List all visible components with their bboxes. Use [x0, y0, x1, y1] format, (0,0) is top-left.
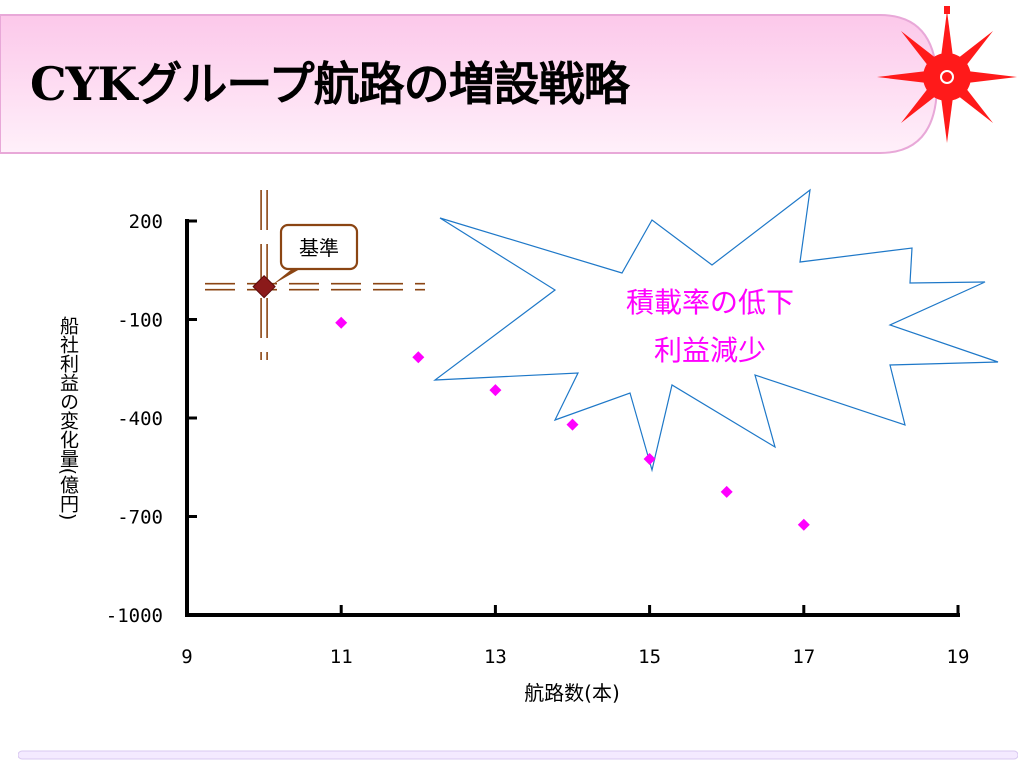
burst-text-line1: 積載率の低下	[626, 286, 794, 319]
x-axis-title: 航路数(本)	[524, 681, 620, 705]
data-point	[335, 316, 348, 329]
x-tick-label: 11	[330, 646, 353, 668]
explosion-callout-shape	[433, 188, 999, 473]
burst-text-line2: 利益減少	[654, 334, 766, 367]
data-point	[720, 485, 733, 498]
y-tick-label: -700	[117, 507, 163, 529]
y-tick-label: -400	[117, 408, 163, 430]
data-point	[566, 418, 579, 431]
red-compass-star-icon	[877, 6, 1017, 143]
base-label: 基準	[299, 236, 339, 260]
base-point	[252, 274, 276, 299]
base-crosshair	[205, 190, 425, 360]
x-tick-label: 9	[181, 646, 192, 668]
data-point	[412, 351, 425, 364]
x-tick-label: 15	[638, 646, 661, 668]
axis-tick-labels: 9 11 13 15 17 19 200 -100 -400 -700 -1000	[106, 211, 970, 668]
y-tick-label: 200	[129, 211, 163, 233]
data-point	[797, 518, 810, 531]
x-tick-label: 17	[792, 646, 815, 668]
axis-ticks	[185, 219, 960, 617]
y-tick-label: -100	[117, 310, 163, 332]
data-points	[252, 274, 810, 531]
bottom-decorative-bar	[18, 750, 1018, 760]
data-point	[643, 453, 656, 466]
y-axis-title: 船社利益の変化量(億円)	[57, 315, 79, 520]
x-tick-label: 13	[484, 646, 507, 668]
slide-title: CYKグループ航路の増設戦略	[30, 57, 630, 111]
base-label-callout: 基準	[272, 223, 359, 285]
data-point	[489, 384, 502, 397]
y-tick-label: -1000	[106, 605, 163, 627]
x-tick-label: 19	[947, 646, 970, 668]
